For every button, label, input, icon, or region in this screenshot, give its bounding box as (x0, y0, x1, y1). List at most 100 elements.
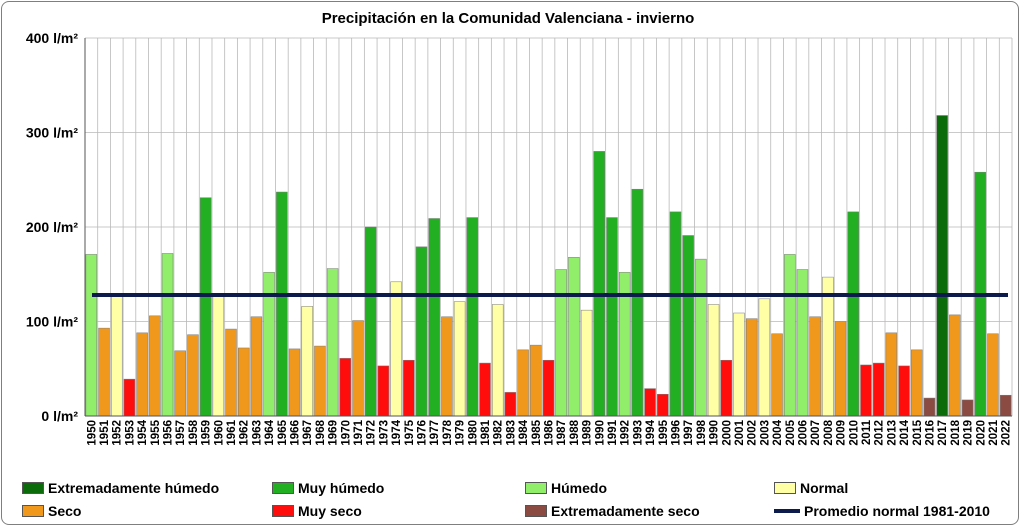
bar-1981 (479, 362, 491, 417)
x-tick-label: 1961 (226, 419, 238, 445)
x-axis: 1950 1951 1952 1953 1954 1955 1956 1957 1958 1959… (85, 415, 1013, 446)
x-tick-label: 1996 (670, 420, 682, 446)
bar-2010 (847, 211, 859, 417)
x-tick-label: 1963 (251, 420, 263, 446)
x-tick-label: 1966 (290, 420, 302, 446)
x-tick-label: 1962 (239, 420, 251, 446)
x-tick-label: 1990 (594, 420, 606, 446)
x-tick-label: 2022 (1001, 420, 1013, 446)
legend-label: Muy seco (298, 503, 362, 519)
y-tick-label: 0 l/m² (41, 408, 78, 424)
x-tick-label: 2004 (772, 419, 784, 445)
legend-item-muy-humedo: Muy húmedo (272, 480, 384, 496)
legend-item-promedio: Promedio normal 1981-2010 (774, 503, 990, 519)
bar-2001 (733, 312, 745, 417)
x-tick-label: 2016 (924, 420, 936, 446)
legend-swatch (22, 482, 44, 494)
bar-1965 (276, 191, 288, 417)
x-tick-label: 1986 (544, 420, 556, 446)
bar-2019 (961, 399, 974, 417)
bar-1971 (352, 320, 364, 417)
x-tick-label: 2001 (734, 419, 746, 445)
bar-2018 (949, 314, 961, 417)
bar-1978 (441, 316, 453, 417)
legend-item-normal: Normal (774, 480, 848, 496)
bar-1985 (530, 344, 542, 417)
bar-1999 (707, 304, 720, 417)
bar-1983 (504, 392, 517, 417)
bar-1986 (542, 360, 555, 417)
x-tick-label: 1965 (277, 419, 289, 445)
bar-1961 (225, 328, 237, 417)
bar-2015 (911, 349, 923, 417)
bar-1994 (644, 388, 656, 417)
x-tick-label: 2015 (912, 419, 924, 445)
bar-1972 (365, 226, 377, 417)
x-tick-label: 2007 (810, 420, 822, 446)
legend-swatch (22, 505, 44, 517)
x-tick-label: 2014 (899, 419, 911, 445)
x-tick-label: 2005 (785, 419, 797, 445)
legend-item-seco: Seco (22, 503, 81, 519)
bar-2000 (720, 360, 732, 417)
y-tick-label: 100 l/m² (26, 314, 78, 330)
x-tick-label: 1970 (340, 420, 352, 446)
bar-1960 (212, 294, 225, 417)
bar-1990 (593, 151, 606, 417)
bar-1957 (174, 350, 186, 417)
x-tick-label: 1998 (696, 419, 708, 445)
bar-1963 (250, 316, 263, 417)
legend-item-extremadamente-humedo: Extremadamente húmedo (22, 480, 219, 496)
bar-2002 (745, 318, 758, 417)
legend-swatch (525, 505, 547, 517)
x-tick-label: 1969 (328, 420, 340, 446)
bar-2021 (987, 333, 999, 417)
bar-1959 (199, 197, 212, 417)
bar-1996 (669, 211, 682, 417)
bar-1997 (682, 235, 694, 417)
bar-1991 (606, 217, 618, 417)
bar-2003 (758, 298, 771, 417)
x-tick-label: 2010 (848, 420, 860, 446)
x-tick-label: 1976 (417, 420, 429, 446)
bar-1980 (466, 217, 479, 417)
x-tick-label: 1968 (315, 419, 327, 445)
bar-1970 (339, 358, 352, 417)
legend-label: Extremadamente seco (551, 503, 700, 519)
x-tick-label: 1975 (404, 419, 416, 445)
legend-label: Seco (48, 503, 82, 519)
bar-1998 (695, 258, 707, 417)
x-tick-label: 1974 (391, 419, 403, 445)
bar-1974 (390, 281, 402, 417)
x-tick-label: 1991 (607, 419, 619, 445)
bar-1952 (111, 294, 123, 417)
legend-swatch (525, 482, 547, 494)
x-tick-label: 2006 (797, 420, 809, 446)
bar-2008 (822, 276, 834, 417)
x-tick-label: 1989 (582, 420, 594, 446)
x-tick-label: 1952 (112, 420, 124, 446)
legend-item-muy-seco: Muy seco (272, 503, 362, 519)
legend-swatch (272, 505, 294, 517)
x-tick-label: 2008 (823, 419, 835, 445)
bar-1973 (377, 365, 390, 417)
bar-1988 (568, 256, 580, 417)
bar-1995 (657, 394, 669, 417)
bar-2011 (860, 364, 872, 417)
bar-2016 (923, 397, 936, 417)
x-tick-label: 1958 (188, 419, 200, 445)
x-tick-label: 1994 (645, 419, 657, 445)
bar-2017 (936, 115, 948, 417)
x-tick-label: 1981 (480, 419, 492, 445)
bar-1967 (301, 306, 313, 417)
legend-label: Extremadamente húmedo (48, 480, 220, 496)
bar-1982 (492, 304, 504, 417)
x-tick-label: 1992 (620, 420, 632, 446)
x-tick-label: 1972 (366, 420, 378, 446)
x-tick-label: 1978 (442, 419, 454, 445)
legend-line-swatch (774, 509, 800, 513)
x-tick-label: 1988 (569, 419, 581, 445)
x-tick-label: 1995 (658, 419, 670, 445)
bar-1966 (288, 348, 301, 417)
